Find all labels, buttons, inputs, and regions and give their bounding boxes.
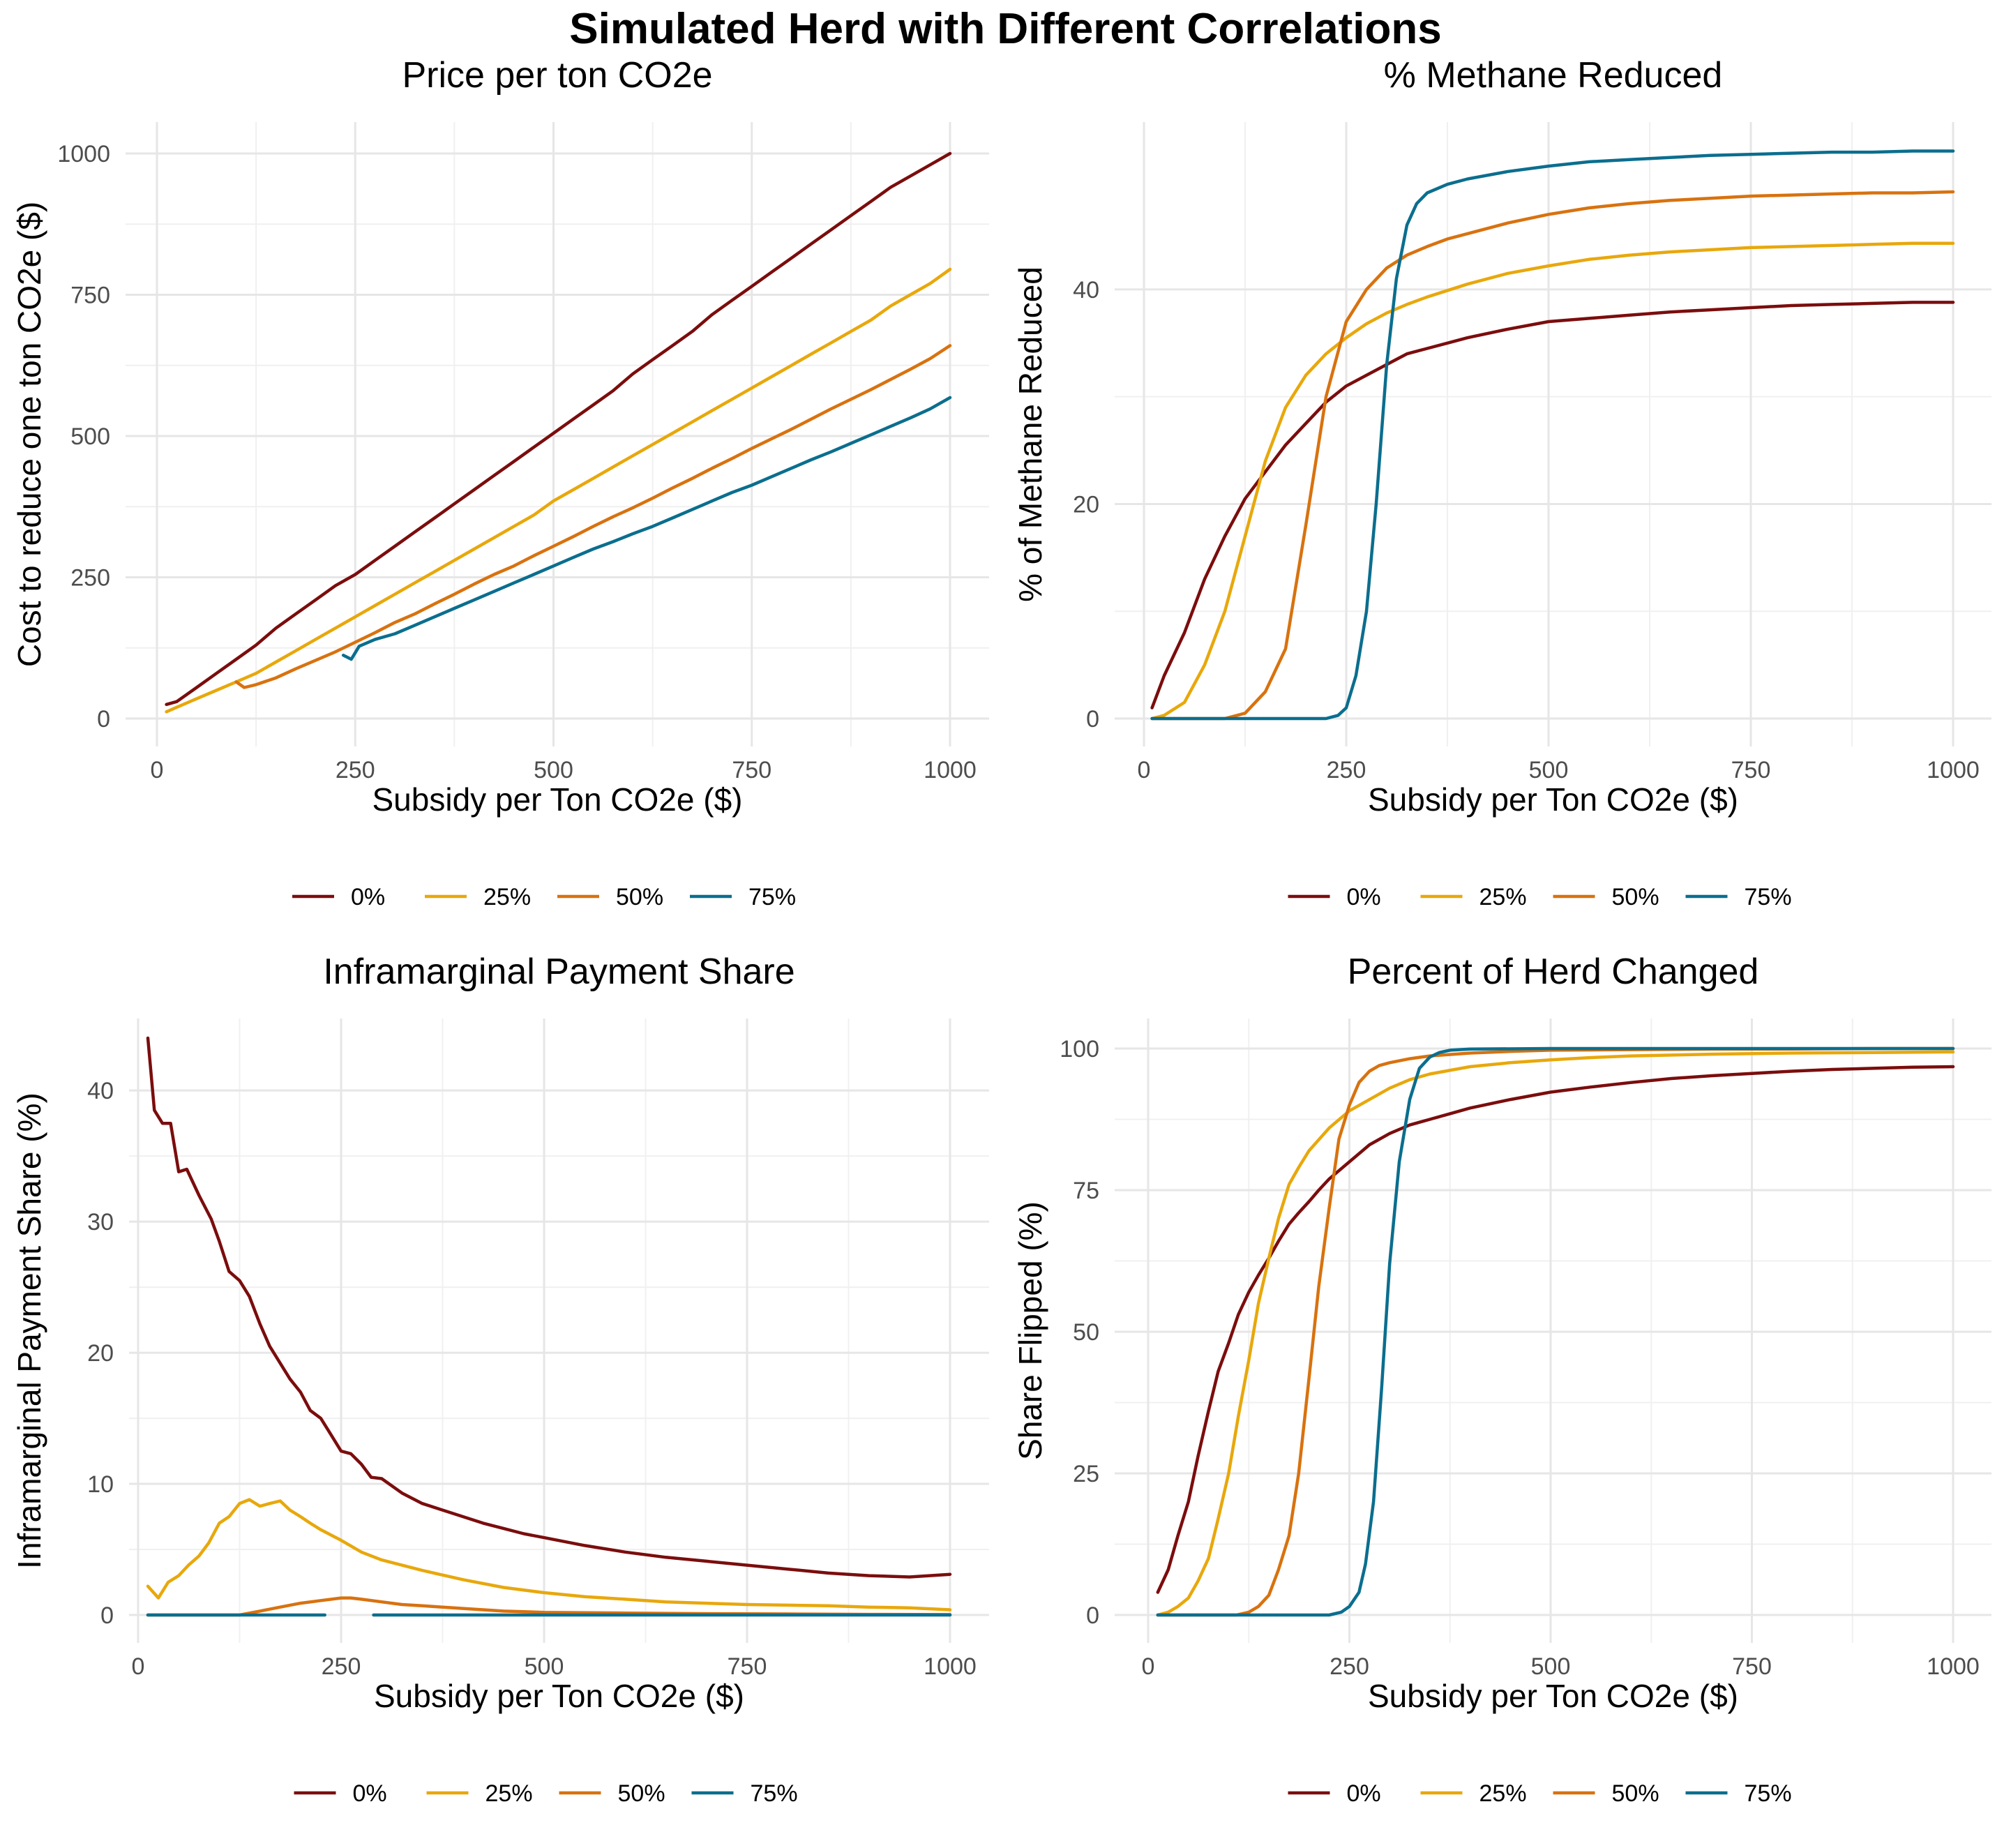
legend-label: 0% bbox=[1347, 884, 1381, 910]
x-tick-label: 500 bbox=[1529, 757, 1569, 783]
legend-label: 50% bbox=[1612, 1780, 1659, 1807]
series-line-25pct bbox=[146, 1498, 952, 1612]
y-tick-label: 20 bbox=[87, 1340, 114, 1367]
y-tick-label: 50 bbox=[1073, 1319, 1099, 1346]
x-tick-label: 250 bbox=[1330, 1653, 1369, 1680]
legend-label: 50% bbox=[616, 884, 663, 910]
x-tick-label: 0 bbox=[132, 1653, 145, 1680]
y-tick-label: 0 bbox=[97, 706, 110, 733]
y-axis-label: Share Flipped (%) bbox=[1012, 1201, 1048, 1460]
legend-label: 50% bbox=[1612, 884, 1659, 910]
legend-label: 0% bbox=[1347, 1780, 1381, 1807]
y-tick-label: 0 bbox=[100, 1602, 114, 1629]
legend-label: 75% bbox=[748, 884, 796, 910]
panel-title: Price per ton CO2e bbox=[402, 55, 712, 96]
legend-label: 25% bbox=[1479, 1780, 1527, 1807]
x-tick-label: 500 bbox=[534, 757, 573, 783]
y-tick-label: 750 bbox=[70, 283, 110, 309]
x-tick-label: 750 bbox=[1731, 757, 1771, 783]
y-axis-label: % of Methane Reduced bbox=[1012, 266, 1048, 602]
y-tick-label: 20 bbox=[1073, 491, 1099, 518]
x-tick-label: 0 bbox=[1142, 1653, 1155, 1680]
y-tick-label: 10 bbox=[87, 1471, 114, 1498]
series-line-0pct bbox=[146, 1036, 952, 1579]
y-tick-label: 100 bbox=[1060, 1036, 1099, 1062]
legend-label: 25% bbox=[485, 1780, 533, 1807]
y-tick-label: 25 bbox=[1073, 1461, 1099, 1487]
x-tick-label: 500 bbox=[525, 1653, 564, 1680]
x-tick-label: 1000 bbox=[1927, 757, 1980, 783]
y-axis-label: Cost to reduce one ton CO2e ($) bbox=[11, 202, 47, 667]
panel-title: Percent of Herd Changed bbox=[1348, 952, 1759, 992]
legend-label: 25% bbox=[483, 884, 531, 910]
x-tick-label: 250 bbox=[336, 757, 375, 783]
series-line-50pct bbox=[1150, 190, 1955, 721]
legend-label: 0% bbox=[351, 884, 385, 910]
legend-label: 75% bbox=[1745, 884, 1792, 910]
x-axis-label: Subsidy per Ton CO2e ($) bbox=[1368, 1678, 1738, 1714]
y-tick-label: 30 bbox=[87, 1209, 114, 1235]
series-line-75pct bbox=[341, 396, 952, 661]
legend-label: 75% bbox=[751, 1780, 798, 1807]
series-line-25pct bbox=[1156, 1050, 1955, 1617]
x-axis-label: Subsidy per Ton CO2e ($) bbox=[374, 1678, 744, 1714]
panel-title: Inframarginal Payment Share bbox=[323, 952, 794, 992]
series-line-0pct bbox=[1156, 1065, 1955, 1594]
y-tick-label: 1000 bbox=[57, 141, 110, 167]
x-tick-label: 1000 bbox=[1927, 1653, 1980, 1680]
series-line-25pct bbox=[1150, 241, 1955, 721]
series-line-50pct bbox=[234, 344, 952, 689]
y-tick-label: 0 bbox=[1086, 706, 1099, 733]
x-tick-label: 1000 bbox=[924, 1653, 977, 1680]
y-tick-label: 75 bbox=[1073, 1178, 1099, 1204]
series-line-25pct bbox=[165, 267, 952, 714]
series-line-75pct bbox=[1150, 149, 1955, 721]
x-axis-label: Subsidy per Ton CO2e ($) bbox=[1368, 781, 1738, 818]
panel-title: % Methane Reduced bbox=[1384, 55, 1723, 96]
legend-label: 50% bbox=[618, 1780, 665, 1807]
x-tick-label: 750 bbox=[1732, 1653, 1772, 1680]
figure-title: Simulated Herd with Different Correlatio… bbox=[569, 5, 1442, 53]
x-tick-label: 250 bbox=[322, 1653, 361, 1680]
x-tick-label: 750 bbox=[728, 1653, 767, 1680]
y-tick-label: 40 bbox=[1073, 277, 1099, 303]
x-tick-label: 250 bbox=[1327, 757, 1366, 783]
legend-label: 0% bbox=[353, 1780, 387, 1807]
series-line-0pct bbox=[1150, 301, 1955, 709]
x-axis-label: Subsidy per Ton CO2e ($) bbox=[372, 781, 743, 818]
y-tick-label: 250 bbox=[70, 565, 110, 592]
x-tick-label: 500 bbox=[1531, 1653, 1571, 1680]
legend-label: 25% bbox=[1479, 884, 1527, 910]
x-tick-label: 1000 bbox=[924, 757, 977, 783]
y-tick-label: 500 bbox=[70, 423, 110, 450]
series-line-75pct bbox=[1156, 1046, 1955, 1617]
x-tick-label: 0 bbox=[1138, 757, 1151, 783]
x-tick-label: 750 bbox=[732, 757, 771, 783]
y-axis-label: Inframarginal Payment Share (%) bbox=[11, 1092, 47, 1569]
series-line-0pct bbox=[165, 151, 952, 707]
y-tick-label: 0 bbox=[1086, 1602, 1099, 1629]
y-tick-label: 40 bbox=[87, 1078, 114, 1104]
legend-label: 75% bbox=[1745, 1780, 1792, 1807]
x-tick-label: 0 bbox=[151, 757, 164, 783]
